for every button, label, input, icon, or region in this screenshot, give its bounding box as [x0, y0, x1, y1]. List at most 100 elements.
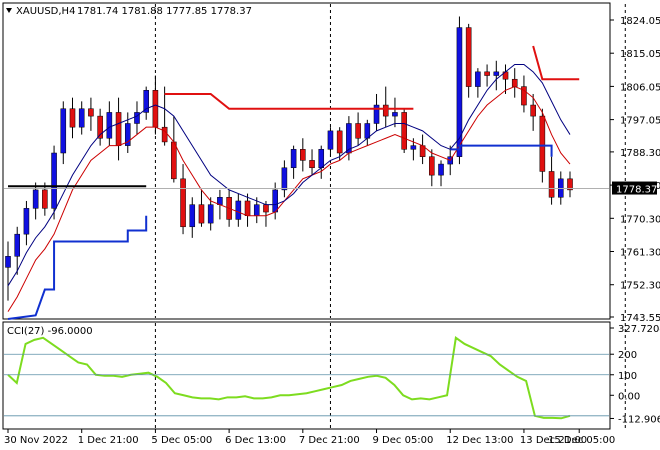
candle-body-42: [392, 112, 398, 117]
candle-body-36: [336, 130, 343, 154]
candle-body-61: [567, 178, 573, 191]
time-label-0: 30 Nov 2022: [4, 435, 68, 446]
candle-body-55: [511, 78, 518, 87]
candle-body-44: [410, 145, 417, 150]
time-axis: 30 Nov 2022 1 Dec 21:00 5 Dec 05:00 6 Dec 1…: [4, 429, 615, 446]
cci-line: [7, 336, 571, 420]
time-label-5: 9 Dec 05:00: [373, 435, 434, 446]
candle-body-50: [465, 27, 472, 87]
candle-body-25: [235, 200, 242, 220]
candle-body-18: [171, 141, 177, 180]
candle-body-51: [475, 71, 481, 87]
candle-body-47: [438, 163, 444, 176]
price-tick-label-1: 1815.05: [620, 49, 660, 60]
candle-body-43: [401, 112, 407, 150]
support-line-1: [7, 215, 148, 321]
candle-body-6: [60, 108, 67, 154]
current-price-tag: [612, 181, 657, 195]
cci-tick-label-1: 200: [618, 350, 637, 361]
candle-body-41: [382, 104, 389, 117]
cci-tick-label-3: 0.00: [618, 391, 640, 402]
candle-body-3: [32, 189, 39, 209]
candle-body-0: [5, 256, 11, 268]
candle-body-13: [124, 123, 131, 146]
candle-body-5: [51, 152, 57, 209]
candle-body-29: [272, 189, 278, 213]
price-tick-label-4: 1788.30: [620, 148, 660, 159]
candle-body-40: [373, 104, 380, 124]
time-label-1: 1 Dec 21:00: [78, 435, 139, 446]
current-price-value: 1778.37: [616, 185, 657, 196]
resistance-line-1: [164, 92, 414, 110]
candle-body-21: [198, 204, 205, 224]
candle-body-35: [327, 130, 334, 150]
candle-body-15: [143, 90, 149, 113]
cci-label: CCI(27) -96.0000: [7, 326, 93, 337]
candle-body-58: [539, 115, 546, 172]
candle-body-32: [300, 149, 306, 161]
candle-body-2: [23, 208, 30, 235]
candle-body-49: [456, 27, 463, 157]
candle-body-52: [484, 71, 490, 76]
price-tick-label-2: 1806.05: [620, 82, 660, 93]
price-tick-label-6: 1770.30: [620, 214, 660, 225]
price-tick-label-8: 1752.30: [620, 281, 660, 292]
overlay-lines: [7, 45, 580, 321]
time-label-7: 13 Dec 21:00: [520, 435, 587, 446]
candle-body-53: [493, 71, 500, 76]
candle-body-9: [88, 108, 94, 117]
cci-tick-label-2: 100: [618, 371, 637, 382]
candle-body-7: [69, 108, 76, 128]
candle-body-12: [115, 112, 122, 146]
candle-body-46: [429, 156, 435, 176]
candle-body-1: [14, 233, 20, 257]
candle-body-8: [78, 108, 85, 128]
candle-body-27: [253, 204, 260, 216]
symbol-label: XAUUSD,H4: [16, 6, 75, 17]
cci-marks: [7, 336, 571, 420]
resistance-line-2: [532, 45, 580, 81]
candle-body-22: [207, 204, 214, 224]
support-line-2: [450, 144, 553, 157]
candle-body-31: [290, 149, 297, 169]
time-label-6: 12 Dec 13:00: [446, 435, 513, 446]
candle-body-16: [152, 90, 159, 128]
candle-body-10: [97, 115, 103, 139]
cci-panel-frame: [2, 321, 611, 430]
candle-body-11: [106, 112, 113, 139]
time-label-3: 6 Dec 13:00: [225, 435, 286, 446]
price-tick-label-3: 1797.05: [620, 116, 660, 127]
price-marks: [5, 16, 573, 301]
candle-body-56: [521, 86, 527, 106]
candle-body-28: [263, 204, 269, 213]
cci-tick-label-4: -112.906: [618, 414, 660, 425]
cci-tick-label-0: 327.7204: [618, 324, 660, 335]
candle-body-57: [530, 104, 536, 117]
candle-body-19: [180, 178, 186, 228]
candle-body-39: [364, 123, 371, 139]
candle-body-4: [42, 189, 48, 209]
time-label-2: 5 Dec 05:00: [151, 435, 212, 446]
candle-body-14: [134, 112, 140, 124]
ma-slow-line: [7, 63, 571, 287]
candle-body-38: [355, 123, 361, 139]
ma-fast-line: [7, 86, 571, 312]
time-label-4: 7 Dec 21:00: [299, 435, 360, 446]
candle-body-33: [309, 160, 315, 169]
candle-body-26: [244, 200, 251, 216]
price-tick-label-9: 1743.55: [620, 313, 660, 324]
candle-body-34: [318, 149, 325, 169]
price-tick-label-0: 1824.05: [620, 16, 660, 27]
price-panel-frame: [2, 2, 611, 320]
ohlc-label: 1781.74 1781.88 1777.85 1778.37: [77, 6, 252, 17]
time-label-8: 15 Dec 05:00: [548, 435, 615, 446]
cci-axis: 327.7204 200 100 0.00 -112.906: [4, 324, 660, 425]
candle-body-59: [548, 171, 555, 198]
candle-body-30: [281, 167, 288, 191]
triangle-down-icon: [6, 8, 12, 13]
price-tick-label-7: 1761.30: [620, 248, 660, 259]
candle-body-20: [189, 204, 196, 228]
candle-body-17: [161, 126, 168, 143]
